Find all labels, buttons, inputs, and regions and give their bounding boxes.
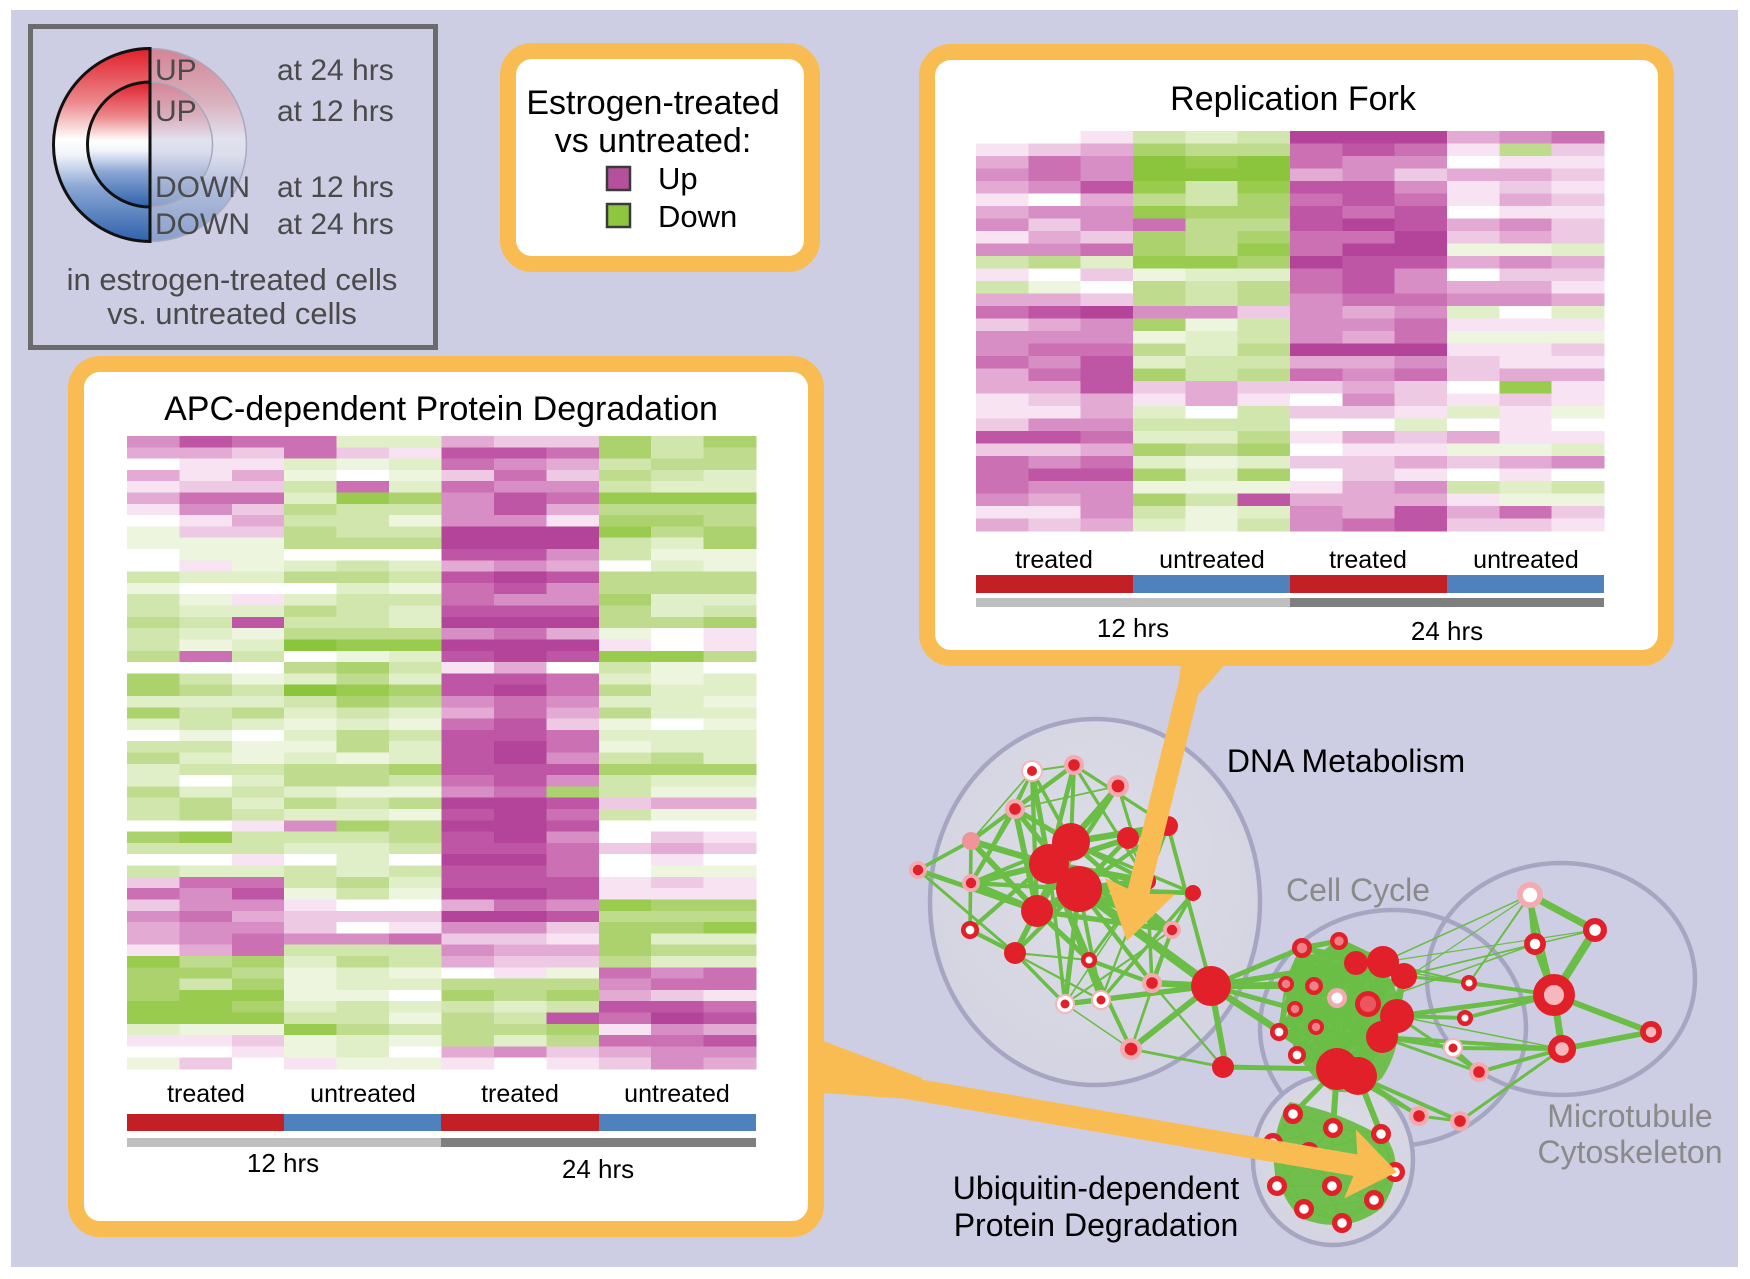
svg-text:treated: treated (1329, 546, 1407, 574)
svg-text:DOWN: DOWN (155, 208, 250, 241)
svg-text:Up: Up (658, 161, 698, 196)
svg-text:Cell Cycle: Cell Cycle (1286, 872, 1430, 908)
svg-text:Ubiquitin-dependent: Ubiquitin-dependent (953, 1170, 1240, 1206)
svg-text:24 hrs: 24 hrs (1411, 616, 1483, 646)
svg-text:untreated: untreated (1473, 546, 1579, 574)
svg-text:treated: treated (1015, 546, 1093, 574)
svg-text:Protein Degradation: Protein Degradation (954, 1207, 1239, 1243)
svg-text:UP: UP (155, 54, 197, 87)
svg-text:treated: treated (167, 1080, 245, 1108)
svg-text:Replication Fork: Replication Fork (1170, 80, 1417, 118)
svg-text:DNA Metabolism: DNA Metabolism (1227, 743, 1465, 779)
svg-text:untreated: untreated (310, 1080, 416, 1108)
svg-text:vs. untreated cells: vs. untreated cells (107, 296, 357, 331)
svg-text:treated: treated (481, 1080, 559, 1108)
svg-text:DOWN: DOWN (155, 171, 250, 204)
svg-text:24 hrs: 24 hrs (562, 1154, 634, 1184)
svg-text:Microtubule: Microtubule (1547, 1098, 1712, 1134)
svg-text:untreated: untreated (1159, 546, 1265, 574)
svg-text:vs untreated:: vs untreated: (555, 122, 752, 160)
svg-text:at 24 hrs: at 24 hrs (277, 208, 394, 241)
svg-text:in estrogen-treated cells: in estrogen-treated cells (67, 262, 398, 297)
svg-text:untreated: untreated (624, 1080, 730, 1108)
svg-text:at 12 hrs: at 12 hrs (277, 95, 394, 128)
svg-text:Down: Down (658, 199, 737, 234)
svg-text:APC-dependent Protein Degradat: APC-dependent Protein Degradation (164, 390, 718, 428)
svg-text:12 hrs: 12 hrs (1097, 613, 1169, 643)
svg-text:UP: UP (155, 95, 197, 128)
svg-text:at 24 hrs: at 24 hrs (277, 54, 394, 87)
svg-text:Cytoskeleton: Cytoskeleton (1538, 1134, 1723, 1170)
svg-text:Estrogen-treated: Estrogen-treated (526, 84, 779, 122)
svg-text:at 12 hrs: at 12 hrs (277, 171, 394, 204)
svg-text:12 hrs: 12 hrs (247, 1148, 319, 1178)
